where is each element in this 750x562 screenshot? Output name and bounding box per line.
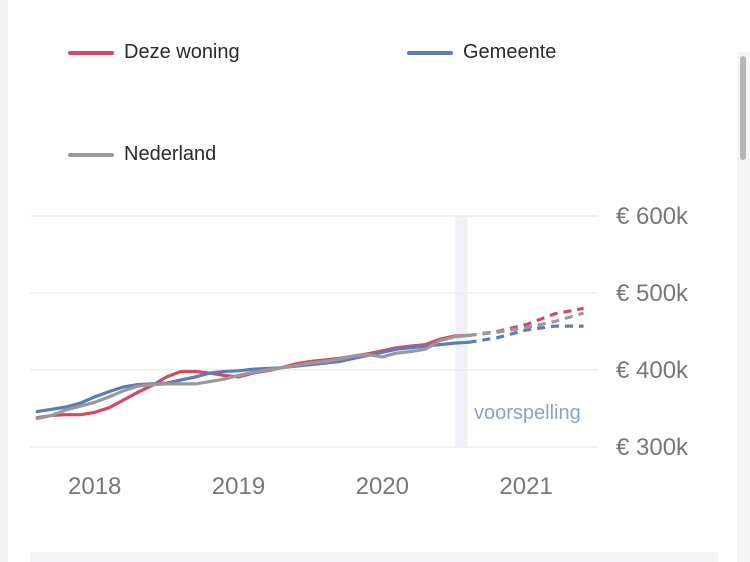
legend-item-nederland[interactable]: Nederland [68,143,216,166]
y-tick-label: € 400k [616,357,689,384]
next-section-panel [30,552,718,562]
legend-item-gemeente[interactable]: Gemeente [407,41,556,64]
legend-label: Gemeente [463,41,557,63]
y-tick-label: € 500k [616,280,689,307]
x-tick-label: 2021 [499,473,552,500]
scrollbar[interactable] [737,52,750,562]
y-tick-label: € 600k [616,203,689,230]
forecast-marker [455,216,468,447]
series-forecast-gemeente [468,324,584,344]
left-edge [0,0,8,562]
legend-swatch-nederland [68,152,114,157]
legend-item-deze-woning[interactable]: Deze woning [68,41,240,64]
legend-swatch-gemeente [407,50,453,55]
x-tick-label: 2019 [212,473,265,500]
x-tick-label: 2018 [68,473,121,500]
legend-label: Deze woning [124,41,240,63]
legend-swatch-deze-woning [68,50,114,55]
y-tick-label: € 300k [616,434,689,461]
x-tick-label: 2020 [356,473,409,500]
series-line-gemeente [35,340,471,414]
legend-label: Nederland [124,143,217,165]
scrollbar-thumb[interactable] [740,56,746,160]
series-forecast-nederland [468,311,585,337]
series-line-nederland [35,333,471,421]
forecast-label: voorspelling [474,402,581,424]
